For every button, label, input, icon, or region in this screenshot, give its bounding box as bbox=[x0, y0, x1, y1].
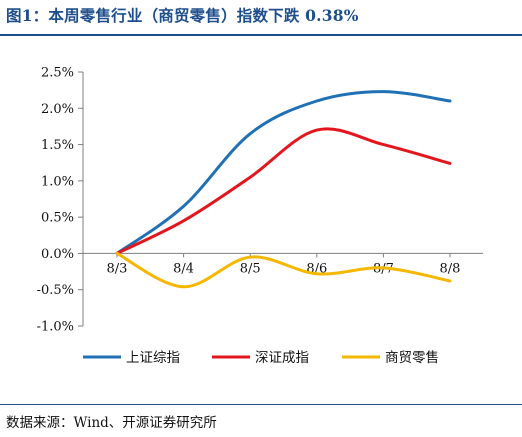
legend-label: 上证综指 bbox=[126, 350, 180, 366]
series-line-3 bbox=[115, 251, 452, 289]
y-tick-label: 0.5% bbox=[41, 211, 74, 226]
y-tick-label: 1.5% bbox=[41, 138, 74, 153]
legend-label: 商贸零售 bbox=[385, 350, 439, 366]
x-tick-label: 8/8 bbox=[440, 261, 461, 276]
y-axis: -1.0% -0.5% 0.0% 0.5% 1.0% 1.5% 2.0% 2.5% bbox=[37, 66, 84, 335]
x-tick-label: 8/4 bbox=[173, 261, 194, 276]
series-line-2 bbox=[115, 127, 452, 255]
line-chart: -1.0% -0.5% 0.0% 0.5% 1.0% 1.5% 2.0% 2.5% 8/3 8/… bbox=[37, 66, 483, 366]
y-tick-label: 0.0% bbox=[41, 247, 74, 262]
figure-title: 图1：本周零售行业（商贸零售）指数下跌 0.38% bbox=[6, 6, 359, 25]
series-line-1 bbox=[115, 90, 452, 255]
source-note: 数据来源：Wind、开源证券研究所 bbox=[6, 415, 217, 431]
footer-divider bbox=[0, 404, 522, 405]
x-tick-label: 8/3 bbox=[107, 261, 128, 276]
y-tick-label: 2.5% bbox=[41, 66, 74, 81]
chart-legend: 上证综指 深证成指 商贸零售 bbox=[83, 350, 439, 366]
legend-label: 深证成指 bbox=[255, 350, 309, 366]
title-divider bbox=[0, 34, 522, 36]
x-axis: 8/3 8/4 8/5 8/6 8/7 8/8 bbox=[83, 252, 483, 276]
y-tick-label: 2.0% bbox=[41, 102, 74, 117]
x-tick-label: 8/5 bbox=[240, 261, 261, 276]
chart-series bbox=[115, 90, 452, 289]
y-tick-label: -1.0% bbox=[37, 320, 74, 335]
y-tick-label: 1.0% bbox=[41, 174, 74, 189]
y-tick-label: -0.5% bbox=[37, 283, 74, 298]
